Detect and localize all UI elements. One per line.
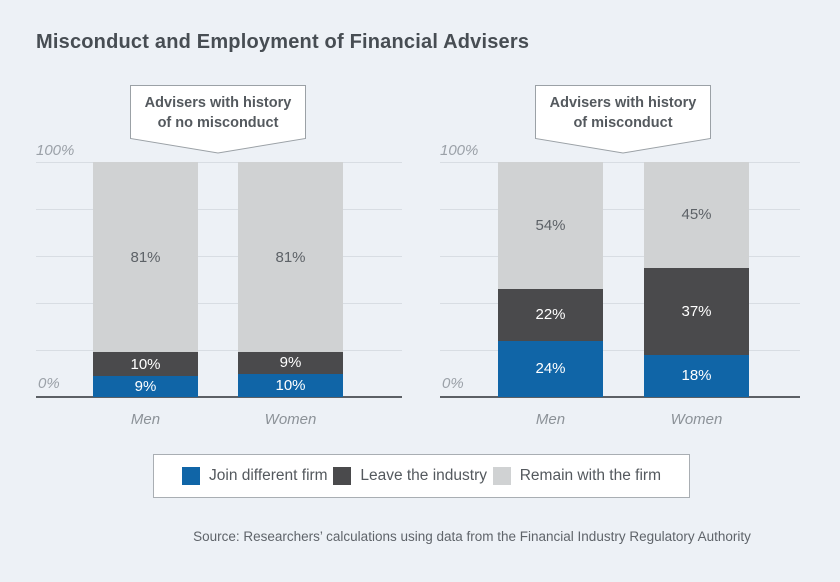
x-axis-baseline [36, 396, 402, 398]
legend: Join different firm Leave the industry R… [153, 454, 690, 498]
legend-item-join: Join different firm [182, 467, 328, 485]
ytick-100: 100% [36, 142, 75, 159]
bar-segment: 10% [238, 373, 343, 397]
callout-line: of no misconduct [157, 114, 279, 131]
legend-item-remain: Remain with the firm [492, 467, 661, 485]
category-label-women: Women [264, 411, 317, 428]
callout-line: Advisers with history [144, 95, 292, 111]
callout-banner-shape [535, 85, 711, 154]
gridline [440, 256, 800, 257]
bar-segment: 22% [498, 288, 603, 341]
callout-text: Advisers with history of misconduct [535, 94, 711, 133]
callout-line: of misconduct [573, 114, 673, 131]
bar-segment: 10% [93, 352, 198, 376]
gridline [36, 303, 402, 304]
bar-segment: 81% [93, 162, 198, 353]
gridline [440, 350, 800, 351]
chart-misconduct: 100% 0% 24% 22% 54% 18% 37% 45% Men Women [440, 142, 800, 428]
callout-misconduct: Advisers with history of misconduct [535, 85, 711, 155]
gridline [440, 209, 800, 210]
chart-no-misconduct: 100% 0% 9% 10% 81% 10% 9% 81% Men Women [36, 142, 402, 428]
legend-label: Remain with the firm [519, 467, 661, 484]
category-label-men: Men [535, 411, 566, 428]
bar-segment: 54% [498, 162, 603, 289]
stacked-bar-men: 24% 22% 54% [498, 162, 603, 397]
callout-no-misconduct: Advisers with history of no misconduct [130, 85, 306, 155]
bar-segment: 45% [644, 162, 749, 268]
callout-banner-shape [130, 85, 306, 154]
gridline [440, 303, 800, 304]
stacked-bar-women: 18% 37% 45% [644, 162, 749, 397]
category-label-men: Men [130, 411, 161, 428]
ytick-0: 0% [442, 375, 464, 392]
ytick-100: 100% [440, 142, 479, 159]
bar-segment: 24% [498, 340, 603, 397]
gridline [36, 209, 402, 210]
gridline [440, 162, 800, 163]
stacked-bar-women: 10% 9% 81% [238, 162, 343, 397]
legend-swatch-blue [182, 467, 200, 485]
legend-swatch-darkgray [333, 467, 352, 485]
ytick-0: 0% [38, 375, 60, 392]
stacked-bar-men: 9% 10% 81% [93, 162, 198, 397]
page-title: Misconduct and Employment of Financial A… [36, 31, 530, 53]
source-note: Source: Researchers’ calculations using … [193, 529, 751, 544]
bar-segment: 9% [93, 375, 198, 397]
gridline [36, 162, 402, 163]
gridline [36, 256, 402, 257]
bar-segment: 37% [644, 267, 749, 355]
legend-label: Join different firm [209, 467, 328, 484]
bar-segment: 9% [238, 352, 343, 374]
bar-segment: 18% [644, 354, 749, 397]
category-label-women: Women [670, 411, 723, 428]
bar-segment: 81% [238, 162, 343, 353]
callout-text: Advisers with history of no misconduct [130, 94, 306, 133]
legend-item-leave: Leave the industry [333, 467, 487, 485]
callout-line: Advisers with history [549, 95, 697, 111]
legend-swatch-lightgray [492, 467, 511, 485]
legend-label: Leave the industry [360, 467, 487, 484]
x-axis-baseline [440, 396, 800, 398]
gridline [36, 350, 402, 351]
